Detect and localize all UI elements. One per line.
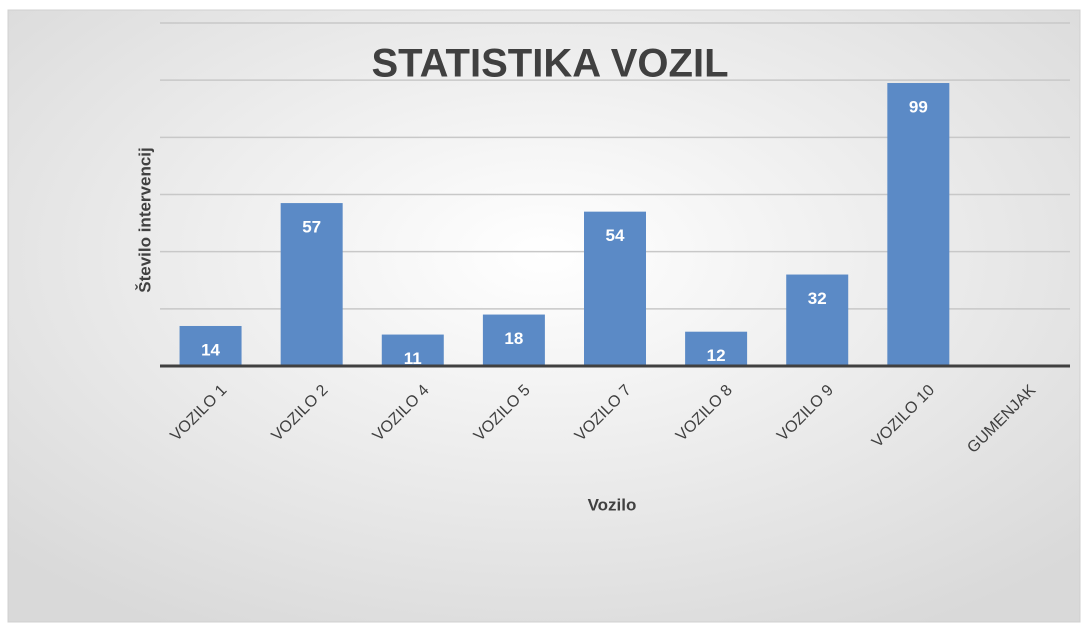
bar bbox=[280, 203, 343, 366]
data-label: 11 bbox=[404, 349, 422, 368]
data-label: 99 bbox=[909, 98, 928, 117]
y-axis-label: Število intervencij bbox=[135, 147, 154, 293]
data-label: 18 bbox=[504, 329, 523, 348]
data-label: 14 bbox=[201, 340, 220, 359]
data-label: 57 bbox=[302, 218, 321, 237]
data-label: 32 bbox=[808, 289, 827, 308]
data-label: 54 bbox=[606, 226, 625, 245]
bar bbox=[685, 331, 748, 366]
bar bbox=[482, 314, 545, 366]
bar bbox=[786, 274, 849, 366]
bar bbox=[381, 334, 444, 366]
bar bbox=[887, 83, 950, 367]
bar bbox=[584, 211, 646, 366]
data-label: 12 bbox=[707, 346, 726, 365]
chart-title: STATISTIKA VOZIL bbox=[371, 42, 728, 86]
bar bbox=[179, 325, 242, 366]
x-axis-label: Vozilo bbox=[588, 495, 637, 514]
